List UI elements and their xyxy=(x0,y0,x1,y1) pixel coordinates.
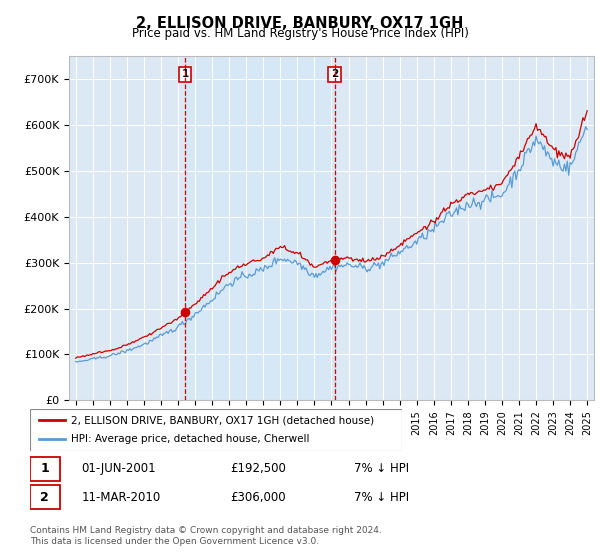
Text: Price paid vs. HM Land Registry's House Price Index (HPI): Price paid vs. HM Land Registry's House … xyxy=(131,27,469,40)
Text: 2, ELLISON DRIVE, BANBURY, OX17 1GH: 2, ELLISON DRIVE, BANBURY, OX17 1GH xyxy=(136,16,464,31)
FancyBboxPatch shape xyxy=(30,456,60,480)
FancyBboxPatch shape xyxy=(30,409,402,451)
Text: £192,500: £192,500 xyxy=(230,462,286,475)
Text: Contains HM Land Registry data © Crown copyright and database right 2024.
This d: Contains HM Land Registry data © Crown c… xyxy=(30,526,382,546)
Text: 11-MAR-2010: 11-MAR-2010 xyxy=(82,491,161,504)
FancyBboxPatch shape xyxy=(30,486,60,510)
Text: 1: 1 xyxy=(40,462,49,475)
Text: £306,000: £306,000 xyxy=(230,491,286,504)
Text: 01-JUN-2001: 01-JUN-2001 xyxy=(82,462,156,475)
Point xyxy=(330,255,340,264)
Text: 2: 2 xyxy=(331,69,338,80)
Text: 7% ↓ HPI: 7% ↓ HPI xyxy=(354,462,409,475)
Text: 2, ELLISON DRIVE, BANBURY, OX17 1GH (detached house): 2, ELLISON DRIVE, BANBURY, OX17 1GH (det… xyxy=(71,415,374,425)
Point xyxy=(181,307,190,316)
Text: HPI: Average price, detached house, Cherwell: HPI: Average price, detached house, Cher… xyxy=(71,435,310,445)
Text: 2: 2 xyxy=(40,491,49,504)
Text: 1: 1 xyxy=(182,69,189,80)
Text: 7% ↓ HPI: 7% ↓ HPI xyxy=(354,491,409,504)
Bar xyxy=(185,56,335,400)
